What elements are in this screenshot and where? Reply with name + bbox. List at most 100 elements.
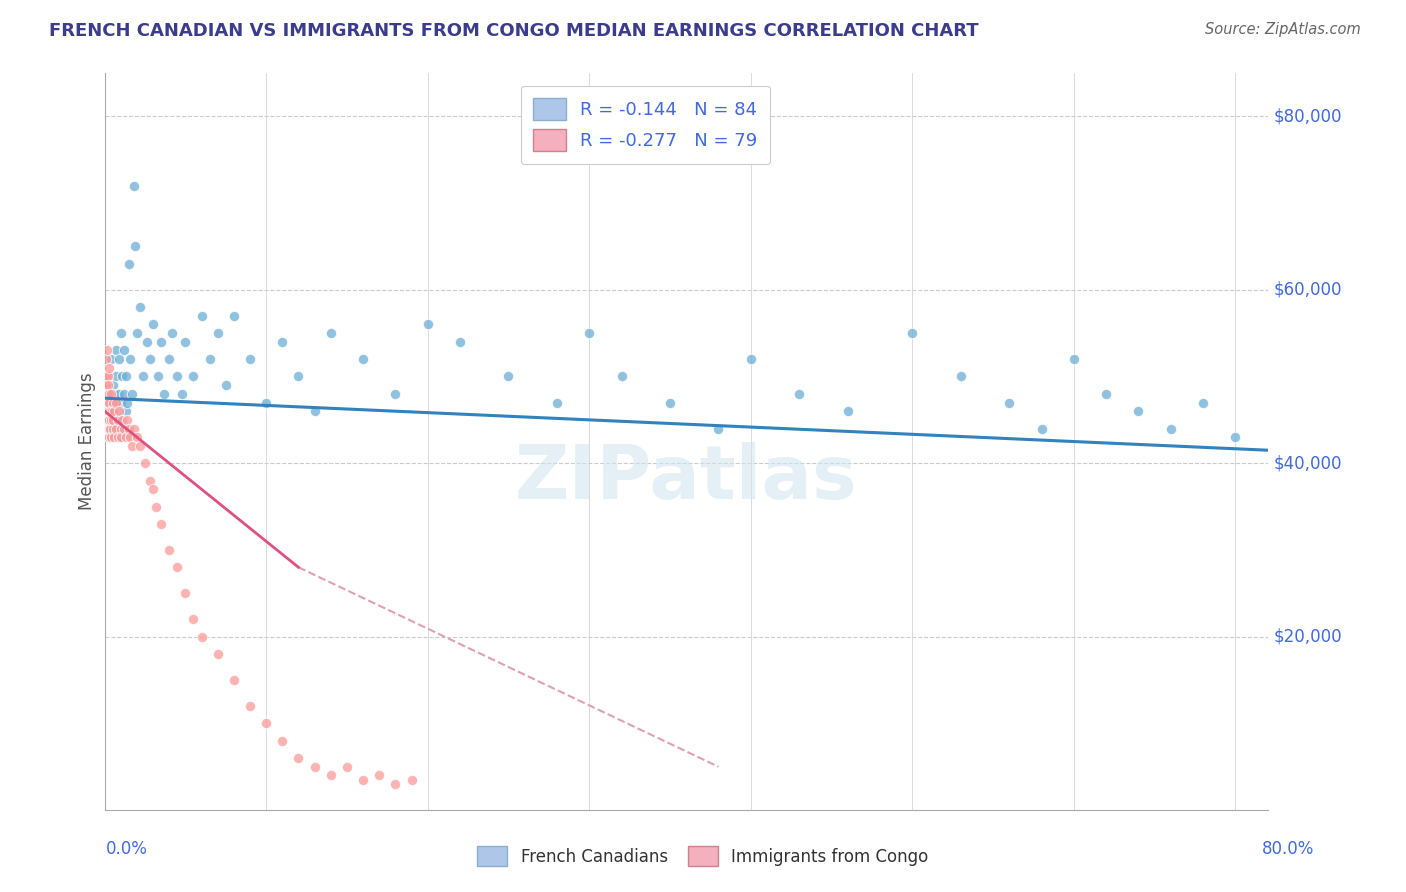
Point [837,404,859,418]
Point [166,369,188,384]
Point [384,387,406,401]
Point [111,413,134,427]
Point [107,404,129,418]
Point [122,421,145,435]
Point [96,352,118,367]
Point [142,482,165,496]
Point [101,421,124,435]
Point [135,334,157,349]
Point [1192,395,1215,409]
Point [115,413,138,427]
Point [254,716,277,731]
Point [207,326,229,340]
Point [112,421,135,435]
Point [215,378,238,392]
Point [287,369,309,384]
Point [94,421,117,435]
Point [98,430,121,444]
Point [319,768,342,782]
Point [97,387,120,401]
Point [1031,421,1053,435]
Text: Source: ZipAtlas.com: Source: ZipAtlas.com [1205,22,1361,37]
Point [110,421,132,435]
Point [103,413,125,427]
Point [166,560,188,574]
Point [162,326,184,340]
Point [118,257,141,271]
Point [107,395,129,409]
Point [1225,430,1247,444]
Point [96,395,118,409]
Point [287,751,309,765]
Point [125,326,148,340]
Point [100,395,122,409]
Point [103,430,125,444]
Point [352,772,374,787]
Text: 0.0%: 0.0% [105,840,148,858]
Point [96,404,118,418]
Point [901,326,924,340]
Point [222,673,245,687]
Point [139,474,162,488]
Point [112,343,135,358]
Point [101,421,124,435]
Point [97,413,120,427]
Point [107,430,129,444]
Point [125,430,148,444]
Point [114,404,136,418]
Point [120,352,142,367]
Point [121,439,143,453]
Point [207,647,229,661]
Point [1095,387,1118,401]
Point [659,395,682,409]
Point [97,378,120,392]
Point [449,334,471,349]
Point [104,369,127,384]
Point [97,395,120,409]
Point [100,352,122,367]
Point [142,318,165,332]
Point [98,395,121,409]
Point [112,387,135,401]
Point [98,430,121,444]
Point [546,395,568,409]
Point [108,404,131,418]
Text: $40,000: $40,000 [1274,454,1343,472]
Point [121,387,143,401]
Point [97,360,120,375]
Point [132,369,155,384]
Point [97,421,120,435]
Point [157,352,180,367]
Point [107,421,129,435]
Point [115,395,138,409]
Point [787,387,810,401]
Point [94,404,117,418]
Point [998,395,1021,409]
Point [108,430,131,444]
Point [1160,421,1182,435]
Point [111,421,134,435]
Point [157,543,180,558]
Point [416,318,439,332]
Point [96,343,118,358]
Point [304,404,326,418]
Point [103,430,125,444]
Point [110,326,132,340]
Point [146,369,169,384]
Point [114,369,136,384]
Point [145,500,167,514]
Point [108,352,131,367]
Point [97,421,120,435]
Point [150,334,173,349]
Point [129,439,152,453]
Point [183,612,205,626]
Point [1128,404,1150,418]
Point [104,413,127,427]
Point [124,239,146,253]
Legend: R = -0.144   N = 84, R = -0.277   N = 79: R = -0.144 N = 84, R = -0.277 N = 79 [520,86,770,164]
Point [94,395,117,409]
Point [96,404,118,418]
Point [239,352,262,367]
Point [172,387,194,401]
Y-axis label: Median Earnings: Median Earnings [79,373,96,510]
